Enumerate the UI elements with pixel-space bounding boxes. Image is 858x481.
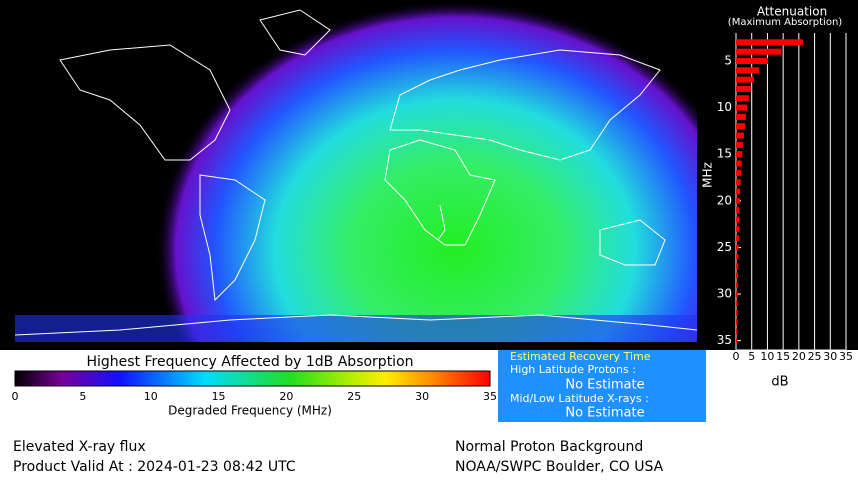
bar	[736, 104, 747, 111]
high-lat-label: High Latitude Protons :	[510, 363, 636, 376]
y-tick-label: 20	[717, 193, 732, 207]
y-tick-label: 30	[717, 287, 732, 301]
x-tick-label: 30	[823, 350, 837, 363]
colorbar-tick-label: 20	[279, 390, 293, 403]
recovery-box	[498, 350, 706, 422]
y-tick-label: 25	[717, 240, 732, 254]
x-tick-label: 0	[733, 350, 740, 363]
bar	[736, 216, 740, 223]
bar	[736, 95, 749, 102]
recovery-title: Estimated Recovery Time	[510, 350, 651, 363]
y-tick-label: 5	[724, 53, 732, 67]
bar	[736, 253, 739, 260]
colorbar-tick-label: 15	[212, 390, 226, 403]
colorbar-tick-label: 0	[12, 390, 19, 403]
bar	[736, 67, 759, 74]
bar	[736, 160, 742, 167]
bar	[736, 197, 740, 204]
low-lat-label: Mid/Low Latitude X-rays :	[510, 392, 649, 405]
colorbar-label: Degraded Frequency (MHz)	[168, 404, 332, 418]
bar	[736, 235, 739, 242]
bar	[736, 85, 752, 92]
footer-source: NOAA/SWPC Boulder, CO USA	[455, 459, 664, 475]
bar	[736, 272, 739, 279]
world-map	[15, 0, 697, 342]
bar	[736, 281, 738, 288]
bar	[736, 263, 739, 270]
bar	[736, 169, 742, 176]
bar	[736, 141, 743, 148]
bar	[736, 207, 740, 214]
bar	[736, 39, 803, 46]
colorbar-tick-label: 35	[483, 390, 497, 403]
colorbar-tick-label: 10	[144, 390, 158, 403]
bar	[736, 244, 739, 251]
coastlines	[15, 9, 697, 336]
footer-status: Elevated X-ray flux	[13, 439, 146, 455]
bar	[736, 132, 744, 139]
absorption-region	[155, 0, 697, 342]
bar	[736, 113, 747, 120]
high-lat-value: No Estimate	[565, 378, 644, 393]
bar	[736, 225, 739, 232]
bar	[736, 151, 743, 158]
polar-band	[15, 315, 697, 342]
y-tick-label: 15	[717, 147, 732, 161]
footer-valid: Product Valid At : 2024-01-23 08:42 UTC	[13, 459, 296, 475]
colorbar-tick-label: 30	[415, 390, 429, 403]
bar	[736, 309, 738, 316]
y-tick-label: 35	[717, 333, 732, 347]
chart-subtitle: (Maximum Absorption)	[728, 17, 842, 28]
bar	[736, 291, 738, 298]
y-axis-label: MHz	[701, 162, 715, 188]
x-tick-label: 5	[748, 350, 755, 363]
bar	[736, 300, 738, 307]
x-tick-label: 25	[808, 350, 822, 363]
footer-proton: Normal Proton Background	[455, 439, 643, 455]
x-tick-label: 10	[760, 350, 774, 363]
bar	[736, 179, 741, 186]
y-tick-label: 10	[717, 100, 732, 114]
chart-title: Attenuation	[757, 5, 827, 19]
bar	[736, 57, 769, 64]
x-tick-label: 15	[776, 350, 790, 363]
bar	[736, 188, 741, 195]
bar	[736, 337, 738, 344]
colorbar-tick-label: 25	[347, 390, 361, 403]
bar	[736, 319, 738, 326]
colorbar-tick-label: 5	[79, 390, 86, 403]
bar	[736, 48, 781, 55]
x-axis-label: dB	[771, 375, 788, 390]
bar	[736, 123, 746, 130]
colorbar	[14, 370, 491, 387]
low-lat-value: No Estimate	[565, 406, 644, 421]
bar	[736, 328, 738, 335]
x-tick-label: 35	[839, 350, 853, 363]
colorbar-title: Highest Frequency Affected by 1dB Absorp…	[86, 354, 413, 370]
x-tick-label: 20	[792, 350, 806, 363]
bar	[736, 76, 754, 83]
